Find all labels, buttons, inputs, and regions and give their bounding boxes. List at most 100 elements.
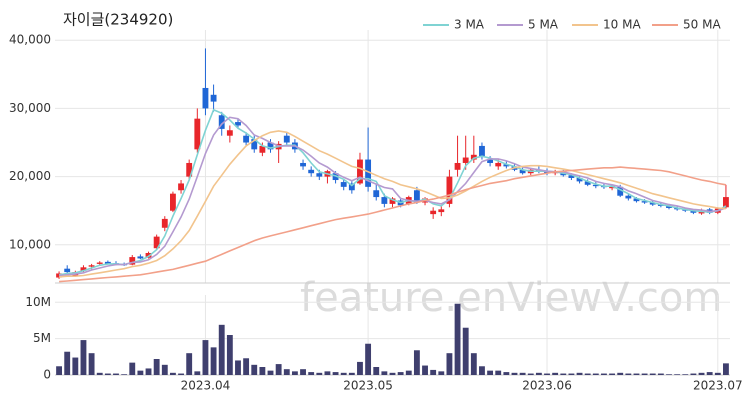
volume-bar — [56, 366, 62, 375]
y-tick-label: 0 — [43, 368, 51, 382]
volume-bar — [487, 370, 494, 375]
volume-bar — [129, 362, 136, 375]
candle-body — [235, 122, 241, 126]
candle-body — [625, 195, 632, 199]
candle-body — [308, 169, 315, 174]
volume-bar — [698, 372, 705, 375]
volume-bar — [405, 370, 412, 375]
candle-body — [129, 257, 136, 265]
candle-body — [283, 135, 290, 143]
candle-body — [365, 159, 372, 187]
candle-body — [202, 87, 209, 109]
candle-body — [723, 197, 729, 208]
volume-bar — [316, 372, 323, 375]
volume-bar — [438, 371, 445, 375]
volume-bar — [113, 373, 119, 375]
volume-bar — [560, 373, 567, 375]
candle-body — [381, 197, 388, 204]
candle-body — [487, 159, 494, 163]
volume-bar — [682, 374, 689, 375]
volume-bar — [430, 369, 437, 375]
candle-body — [389, 198, 396, 204]
candle-body — [64, 268, 71, 273]
volume-bar — [202, 340, 209, 375]
ma-line — [59, 130, 726, 278]
volume-bar — [340, 372, 347, 375]
candle-body — [503, 164, 510, 167]
volume-bar — [535, 372, 542, 375]
volume-bar — [121, 374, 128, 375]
volume-bar — [96, 372, 103, 375]
volume-bar — [178, 373, 184, 375]
watermark: feature.enViewV.com — [300, 275, 722, 321]
volume-bar — [584, 373, 591, 375]
candle-body — [568, 175, 575, 178]
volume-bar — [568, 373, 575, 375]
candle-body — [80, 267, 87, 271]
candle-body — [633, 198, 640, 202]
candle-body — [576, 177, 583, 182]
candle-body — [438, 209, 445, 213]
volume-bar — [723, 363, 729, 375]
candle-body — [544, 171, 550, 174]
candle-body — [617, 186, 624, 196]
volume-bar — [226, 335, 233, 375]
candle-body — [56, 273, 62, 278]
candle-body — [251, 139, 258, 150]
volume-bar — [259, 367, 266, 375]
candle-body — [348, 183, 355, 191]
legend-label: 10 MA — [603, 18, 641, 32]
candle-body — [186, 162, 193, 177]
legend-label: 5 MA — [528, 18, 559, 32]
volume-bar — [357, 361, 363, 375]
ma-line — [58, 108, 727, 276]
candle-body — [96, 262, 103, 264]
candle-body — [259, 145, 266, 153]
candle-body — [104, 261, 111, 264]
candle-body — [462, 157, 469, 163]
chart-title: 자이글(234920) — [63, 11, 173, 29]
volume-bar — [291, 371, 298, 375]
volume-bar — [601, 373, 607, 375]
ma-line — [59, 116, 727, 277]
volume-bar — [275, 364, 282, 375]
volume-bar — [552, 372, 559, 375]
candle-body — [446, 176, 453, 204]
volume-bar — [479, 366, 485, 375]
volume-bar — [446, 353, 453, 375]
legend-label: 3 MA — [454, 18, 485, 32]
volume-bar — [365, 343, 372, 375]
candle-body — [194, 118, 201, 150]
volume-bar — [674, 374, 681, 375]
volume-bar — [161, 364, 168, 375]
volume-bar — [153, 359, 160, 375]
volume-bar — [397, 372, 404, 375]
candle-body — [430, 210, 437, 215]
volume-bar — [633, 373, 640, 375]
y-tick-label: 10M — [25, 295, 51, 309]
candle-body — [178, 183, 184, 191]
volume-bar — [300, 369, 306, 375]
candle-body — [584, 181, 591, 185]
volume-bar — [381, 371, 388, 375]
candle-body — [357, 159, 363, 184]
volume-bar — [413, 350, 420, 375]
candle-body — [153, 236, 160, 249]
volume-bar — [104, 373, 111, 375]
volume-bar — [308, 372, 315, 375]
volume-bar — [194, 371, 201, 375]
candle-body — [316, 173, 323, 177]
volume-bar — [714, 372, 721, 375]
candle-body — [210, 94, 217, 102]
legend-label: 50 MA — [683, 18, 721, 32]
volume-bar — [462, 327, 469, 375]
volume-bar — [243, 358, 250, 375]
volume-bar — [666, 374, 672, 375]
y-tick-label: 20,000 — [9, 169, 51, 183]
volume-bar — [88, 353, 95, 375]
candle-body — [267, 142, 274, 150]
volume-bar — [324, 371, 331, 375]
candle-body — [479, 145, 485, 157]
volume-bar — [169, 372, 176, 375]
volume-bar — [706, 372, 713, 375]
